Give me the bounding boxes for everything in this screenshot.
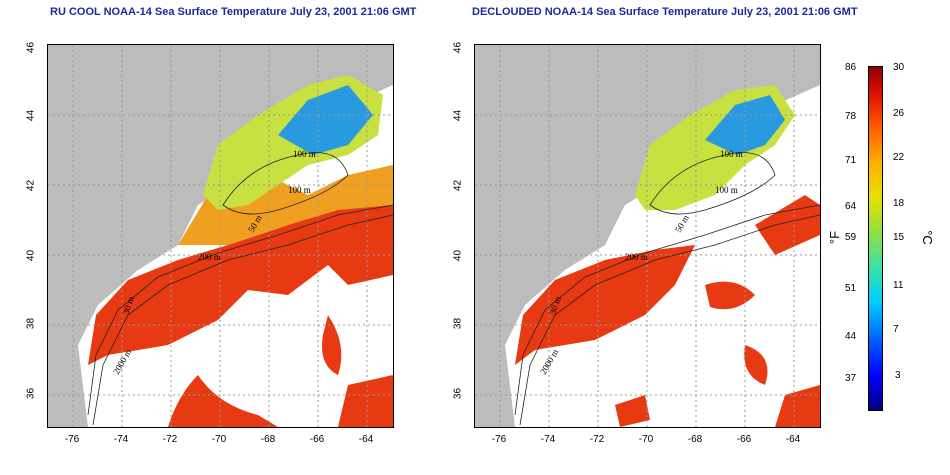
lat-tick: 44 <box>25 109 37 122</box>
contour-label-200m: 200 m <box>625 252 648 262</box>
celsius-tick: 7 <box>893 324 899 335</box>
warm-filament <box>755 195 820 255</box>
fahrenheit-tick: 86 <box>845 62 857 73</box>
bathymetry-contours <box>87 152 393 426</box>
cool-water <box>278 85 373 155</box>
lon-tick: -66 <box>736 434 752 445</box>
lat-tick: 46 <box>25 41 37 54</box>
celsius-tick: 26 <box>893 108 905 119</box>
lat-tick: 44 <box>452 109 464 122</box>
contour-label-200m: 200 m <box>198 252 221 262</box>
lat-lon-grid <box>48 45 393 427</box>
bathymetry-contours <box>514 152 820 426</box>
celsius-tick: 11 <box>893 280 904 291</box>
warm-patch-south <box>168 375 278 427</box>
right-map-title: DECLOUDED NOAA-14 Sea Surface Temperatur… <box>472 6 858 18</box>
fahrenheit-tick: 59 <box>845 232 857 243</box>
lat-tick: 38 <box>25 317 37 330</box>
contour-label-100m-a: 100 m <box>293 149 316 159</box>
lon-tick: -70 <box>638 434 654 445</box>
contour-label-100m-a: 100 m <box>720 149 743 159</box>
lat-tick: 36 <box>25 387 37 400</box>
fahrenheit-tick: 71 <box>845 155 857 166</box>
celsius-tick: 18 <box>893 198 905 209</box>
warm-eddy <box>705 281 755 310</box>
lon-tick: -64 <box>785 434 801 445</box>
left-map-title: RU COOL NOAA-14 Sea Surface Temperature … <box>50 6 417 18</box>
celsius-tick: 15 <box>893 232 905 243</box>
celsius-tick: 3 <box>895 370 901 381</box>
lat-lon-grid <box>475 45 820 427</box>
lat-tick: 42 <box>452 179 464 192</box>
lon-tick: -66 <box>309 434 325 445</box>
right-map-graphic: 100 m 100 m 50 m 200 m 30 m 2000 m <box>475 45 820 427</box>
warm-patch <box>744 345 768 385</box>
lat-tick: 40 <box>452 249 464 262</box>
celsius-tick: 30 <box>893 62 905 73</box>
right-sst-map: 100 m 100 m 50 m 200 m 30 m 2000 m <box>474 44 821 428</box>
warm-eddy <box>322 315 342 375</box>
lon-tick: -68 <box>260 434 276 445</box>
lon-tick: -68 <box>687 434 703 445</box>
warm-water <box>88 195 393 365</box>
lat-tick: 40 <box>25 249 37 262</box>
lon-tick: -76 <box>64 434 80 445</box>
lat-tick: 46 <box>452 41 464 54</box>
lon-tick: -72 <box>589 434 605 445</box>
lon-tick: -70 <box>211 434 227 445</box>
fahrenheit-tick: 37 <box>845 373 857 384</box>
contour-label-100m-b: 100 m <box>715 185 738 195</box>
fahrenheit-tick: 64 <box>845 201 857 212</box>
fahrenheit-unit-label: °F <box>827 230 843 245</box>
warm-water <box>515 245 695 365</box>
lon-tick: -76 <box>491 434 507 445</box>
warm-patch-southeast <box>338 375 393 427</box>
fahrenheit-tick: 78 <box>845 111 857 122</box>
lat-tick: 42 <box>25 179 37 192</box>
lat-tick: 38 <box>452 317 464 330</box>
lon-tick: -72 <box>162 434 178 445</box>
fahrenheit-tick: 44 <box>845 331 857 342</box>
celsius-unit-label: °C <box>919 230 935 245</box>
left-sst-map: 100 m 100 m 50 m 200 m 30 m 2000 m <box>47 44 394 428</box>
warm-patch-south <box>615 395 650 427</box>
left-map-graphic: 100 m 100 m 50 m 200 m 30 m 2000 m <box>48 45 393 427</box>
fahrenheit-tick: 51 <box>845 283 857 294</box>
contour-label-100m-b: 100 m <box>288 185 311 195</box>
lat-tick: 36 <box>452 387 464 400</box>
temperature-colorbar <box>868 66 883 411</box>
celsius-tick: 22 <box>893 152 905 163</box>
lon-tick: -74 <box>113 434 129 445</box>
lon-tick: -64 <box>358 434 374 445</box>
lon-tick: -74 <box>540 434 556 445</box>
